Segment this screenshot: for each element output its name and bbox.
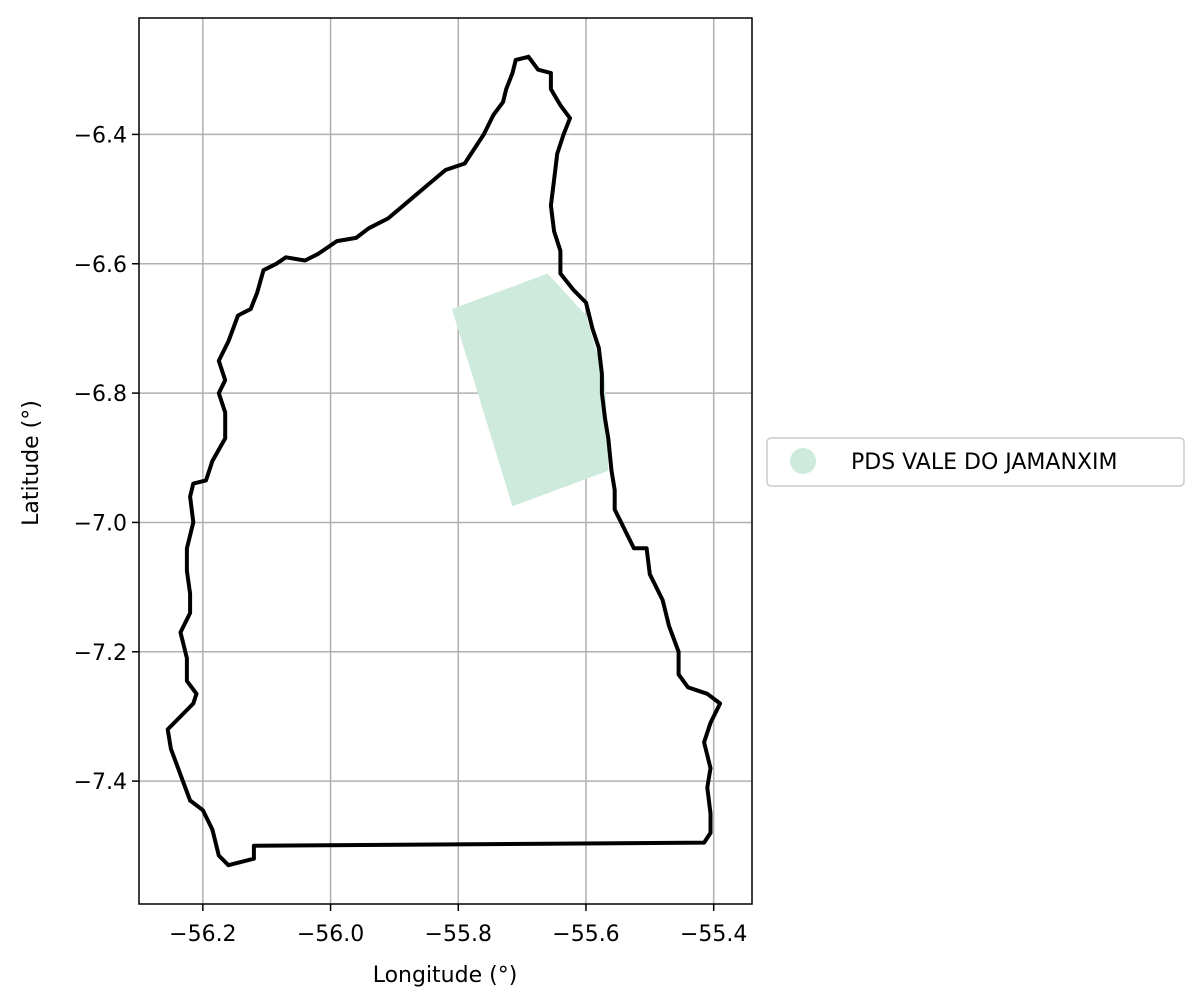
x-tick-label: −55.6 [552, 922, 619, 947]
y-tick-label: −6.6 [74, 253, 127, 278]
y-tick-label: −7.0 [74, 511, 127, 536]
plot-frame [138, 17, 753, 905]
y-tick-label: −6.4 [74, 123, 127, 148]
plot-area [138, 17, 753, 905]
pds-vale-do-jamanxim-area [451, 273, 609, 507]
y-tick-label: −7.2 [74, 641, 127, 666]
legend: PDS VALE DO JAMANXIM [766, 437, 1185, 487]
legend-box [766, 437, 1185, 487]
x-axis-ticks: −56.2 −56.0 −55.8 −55.6 −55.4 [169, 904, 747, 947]
y-tick-label: −6.8 [74, 382, 127, 407]
grid-lines [139, 18, 752, 904]
y-axis-label: Latitude (°) [19, 400, 44, 526]
y-axis-ticks: −6.4 −6.6 −6.8 −7.0 −7.2 −7.4 [74, 123, 139, 795]
x-tick-label: −56.0 [297, 922, 364, 947]
x-tick-label: −55.4 [680, 922, 747, 947]
legend-marker [790, 448, 816, 474]
x-axis-label: Longitude (°) [373, 963, 518, 988]
y-tick-label: −7.4 [74, 770, 127, 795]
x-tick-label: −55.8 [425, 922, 492, 947]
legend-entry-label: PDS VALE DO JAMANXIM [851, 450, 1117, 475]
x-tick-label: −56.2 [169, 922, 236, 947]
municipality-boundary [165, 54, 723, 868]
